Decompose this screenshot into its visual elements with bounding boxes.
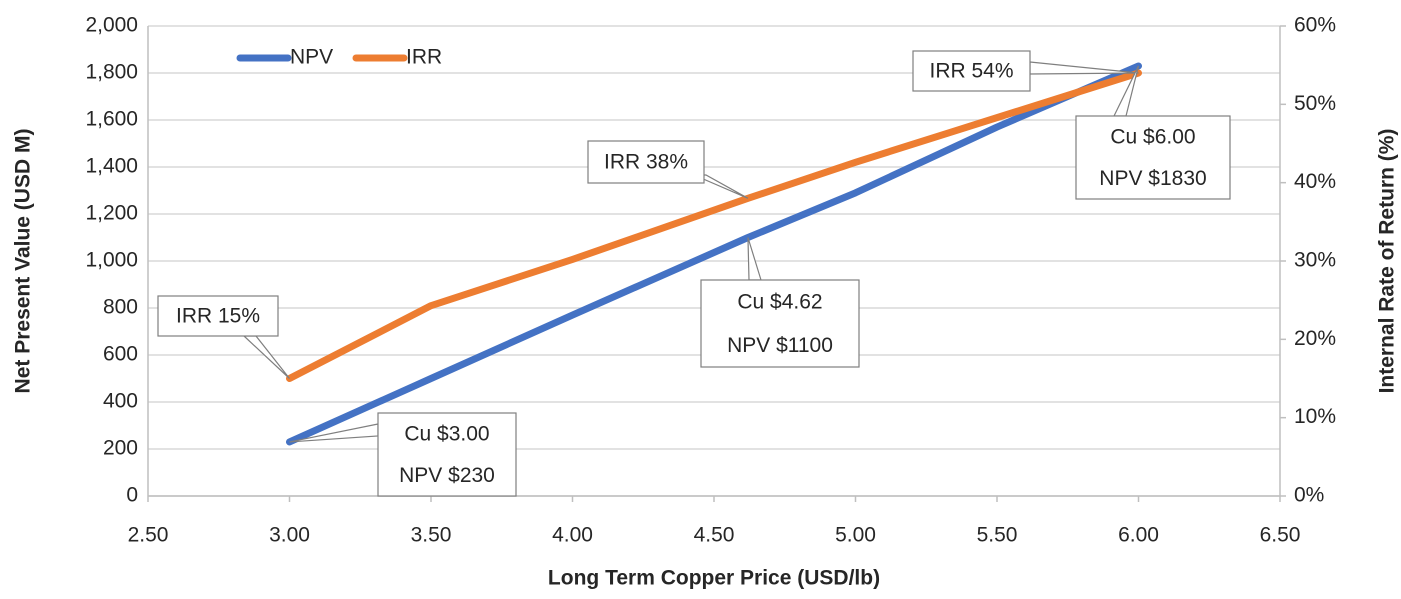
callout-pointer: [1029, 61, 1139, 75]
y-tick-label: 2,000: [85, 14, 138, 37]
legend-label: IRR: [406, 46, 442, 69]
y-tick-label: 0: [126, 484, 138, 507]
x-tick-label: 3.00: [269, 524, 310, 547]
annotation: IRR 15%: [157, 295, 290, 379]
y2-tick-label: 0%: [1294, 484, 1324, 507]
annotation-text: Cu $4.62: [737, 290, 822, 313]
annotation-text: IRR 38%: [604, 151, 688, 174]
x-tick-label: 4.50: [694, 524, 735, 547]
annotation-text: NPV $1830: [1099, 167, 1206, 190]
callout-box: [157, 295, 279, 337]
annotation-text: Cu $6.00: [1110, 125, 1195, 148]
series-line: [286, 62, 1142, 446]
y-tick-label: 1,600: [85, 108, 138, 131]
x-tick-label: 2.50: [128, 524, 169, 547]
y-axis-title: Net Present Value (USD M): [12, 129, 35, 394]
y2-tick-label: 10%: [1294, 405, 1336, 428]
y-tick-label: 1,800: [85, 61, 138, 84]
x-axis-title: Long Term Copper Price (USD/lb): [548, 567, 880, 590]
y-tick-label: 1,000: [85, 249, 138, 272]
x-tick-label: 5.50: [977, 524, 1018, 547]
x-tick-label: 3.50: [411, 524, 452, 547]
y-tick-label: 600: [103, 343, 138, 366]
legend-label: NPV: [290, 46, 333, 69]
x-tick-label: 6.50: [1260, 524, 1301, 547]
y2-tick-label: 50%: [1294, 92, 1336, 115]
annotation-text: IRR 54%: [929, 60, 1013, 83]
y2-tick-label: 20%: [1294, 327, 1336, 350]
x-tick-label: 5.00: [835, 524, 876, 547]
annotation: IRR 38%: [587, 140, 749, 199]
callout-pointer: [242, 335, 290, 379]
annotation: Cu $3.00 NPV $230: [289, 412, 517, 497]
y2-tick-label: 40%: [1294, 170, 1336, 193]
annotation-text: NPV $230: [399, 464, 495, 487]
y-tick-label: 200: [103, 437, 138, 460]
y-tick-label: 400: [103, 390, 138, 413]
annotation-text: NPV $1100: [727, 334, 833, 357]
annotation: IRR 54%: [912, 50, 1139, 92]
y-tick-label: 1,400: [85, 155, 138, 178]
annotation: Cu $4.62 NPV $1100: [700, 237, 860, 368]
y2-axis-title: Internal Rate of Return (%): [1376, 129, 1399, 394]
annotation-text: Cu $3.00: [404, 422, 489, 445]
y-tick-label: 800: [103, 296, 138, 319]
y-tick-label: 1,200: [85, 202, 138, 225]
annotation: Cu $6.00 NPV $1830: [1075, 65, 1231, 200]
callout-box: [912, 50, 1031, 92]
callout-box: [587, 140, 705, 184]
callout-box: [377, 412, 517, 497]
y2-tick-label: 30%: [1294, 249, 1336, 272]
x-tick-label: 4.00: [552, 524, 593, 547]
annotation-text: IRR 15%: [176, 305, 260, 328]
callout-box: [700, 279, 860, 368]
callout-pointer: [747, 237, 762, 281]
y2-tick-label: 60%: [1294, 14, 1336, 37]
x-tick-label: 6.00: [1118, 524, 1159, 547]
callout-box: [1075, 115, 1231, 200]
